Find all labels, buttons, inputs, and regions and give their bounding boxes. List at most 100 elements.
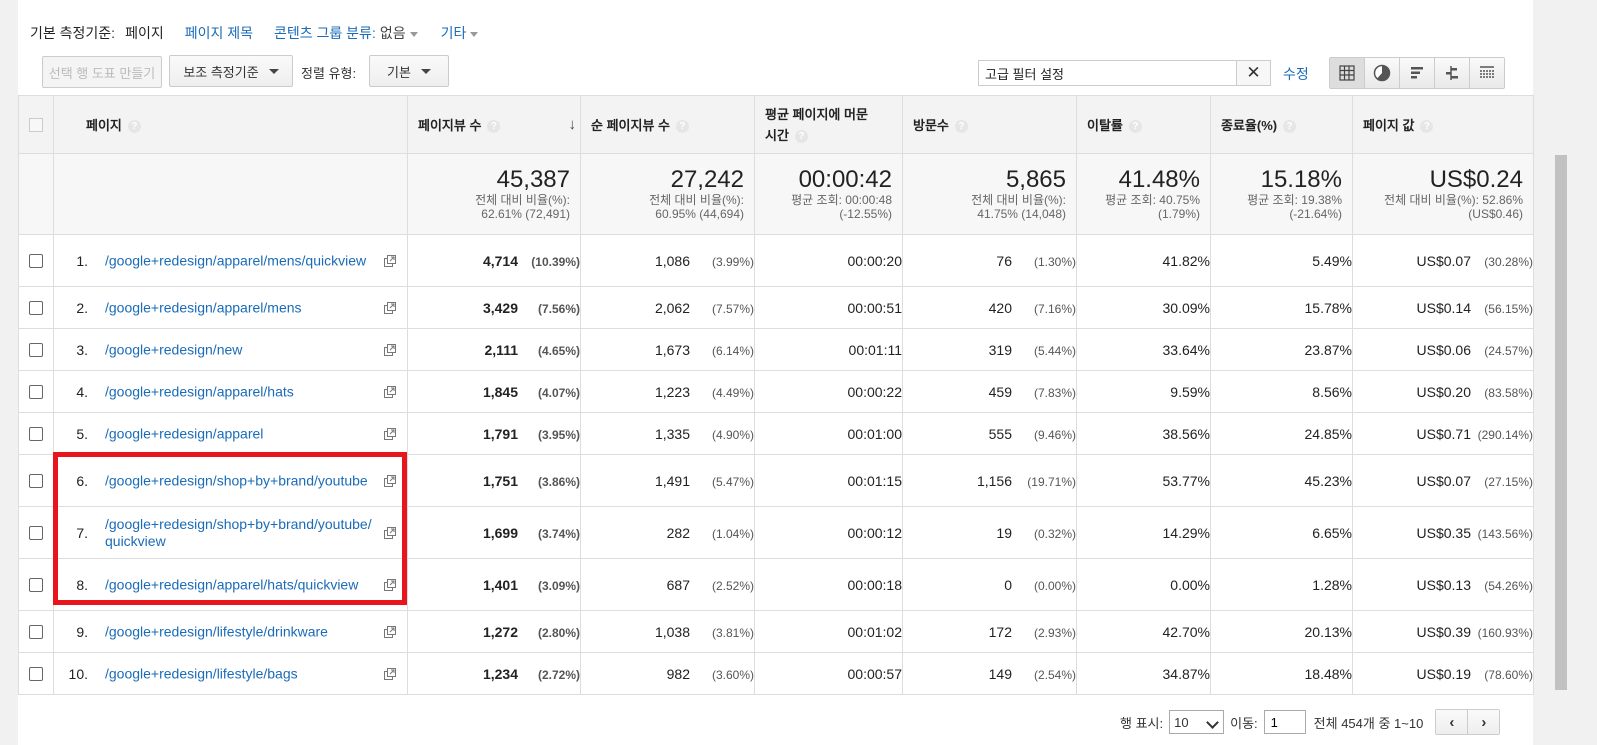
unique-pageviews-cell: 687 (2.52%) [580,558,755,611]
unique-pageviews-value: 982 [666,665,690,682]
row-checkbox[interactable] [29,300,43,315]
header-page-value[interactable]: 페이지 값? [1352,95,1534,154]
next-page-button[interactable]: › [1467,710,1500,734]
help-icon[interactable]: ? [487,120,501,134]
header-pageviews-label: 페이지뷰 수 [418,118,482,133]
total-sub: 평균 조회: 00:00:48 [791,193,892,207]
edit-filter-link[interactable]: 수정 [1283,66,1309,82]
open-external-icon[interactable] [383,578,397,592]
open-external-icon[interactable] [383,343,397,357]
page-link[interactable]: /google+redesign/lifestyle/bags [105,665,298,681]
row-checkbox[interactable] [29,624,43,639]
table-row: 2. /google+redesign/apparel/mens 3,429 (7.5… [18,286,1534,329]
row-checkbox[interactable] [29,342,43,357]
bounce-rate-cell: 53.77% [1076,454,1211,507]
header-exit-rate[interactable]: 종료율(%)? [1210,95,1353,154]
open-external-icon[interactable] [383,301,397,315]
help-icon[interactable]: ? [127,120,141,134]
sort-descending-icon[interactable]: ↓ [568,116,577,133]
unique-pageviews-pct: (3.81%) [711,625,754,640]
open-external-icon[interactable] [383,526,397,540]
header-bounce-rate[interactable]: 이탈률? [1076,95,1211,154]
header-page[interactable]: 페이지? [53,95,408,154]
page-value-pct: (143.56%) [1477,526,1533,541]
scrollbar-thumb[interactable] [1555,155,1567,690]
select-all-cell[interactable] [18,95,54,154]
dimension-other-link[interactable]: 기타 [441,23,479,43]
page-value-pct: (160.93%) [1477,625,1533,640]
pivot-view-icon[interactable] [1469,58,1504,88]
row-select-cell[interactable] [18,286,54,329]
prev-page-button[interactable]: ‹ [1436,710,1468,734]
sort-type-dropdown[interactable]: 기본 [369,55,449,87]
row-select-cell[interactable] [18,454,54,507]
entrances-value: 459 [988,383,1012,400]
row-checkbox[interactable] [29,384,43,399]
header-avg-time[interactable]: 평균 페이지에 머문 시간? [754,95,903,154]
exit-rate-cell: 15.78% [1210,286,1353,329]
row-select-cell[interactable] [18,370,54,413]
row-select-cell[interactable] [18,412,54,455]
row-checkbox[interactable] [29,577,43,592]
page-link[interactable]: /google+redesign/apparel [105,425,264,441]
page-link[interactable]: /google+redesign/apparel/hats/quickview [105,576,359,592]
content-group-value[interactable]: 없음 [380,23,418,43]
comparison-view-icon[interactable] [1434,58,1469,88]
header-pageviews[interactable]: 페이지뷰 수? ↓ [407,95,581,154]
page-link[interactable]: /google+redesign/new [105,341,243,357]
row-select-cell[interactable] [18,234,54,287]
open-external-icon[interactable] [383,385,397,399]
row-select-cell[interactable] [18,506,54,559]
unique-pageviews-cell: 282 (1.04%) [580,506,755,559]
advanced-filter-input[interactable] [978,60,1237,86]
open-external-icon[interactable] [383,667,397,681]
row-select-cell[interactable] [18,610,54,653]
row-select-cell[interactable] [18,652,54,695]
unique-pageviews-value: 1,673 [654,341,690,358]
bounce-rate-cell: 38.56% [1076,412,1211,455]
help-icon[interactable]: ? [675,120,689,134]
bounce-rate-cell: 41.82% [1076,234,1211,287]
help-icon[interactable]: ? [1283,120,1297,134]
row-checkbox[interactable] [29,426,43,441]
pie-view-icon[interactable] [1364,58,1399,88]
clear-filter-icon[interactable]: ✕ [1237,60,1271,86]
header-unique-pageviews[interactable]: 순 페이지뷰 수? [580,95,755,154]
help-icon[interactable]: ? [1420,120,1434,134]
row-select-cell[interactable] [18,328,54,371]
unique-pageviews-pct: (2.52%) [711,578,754,593]
page-link[interactable]: /google+redesign/shop+by+brand/youtube [105,472,368,488]
row-checkbox[interactable] [29,666,43,681]
help-icon[interactable]: ? [794,129,808,143]
select-all-checkbox[interactable] [29,117,43,132]
open-external-icon[interactable] [383,254,397,268]
plot-rows-button[interactable]: 선택 행 도표 만들기 [42,56,162,88]
row-checkbox[interactable] [29,525,43,540]
table-view-icon[interactable] [1330,58,1364,88]
page-link[interactable]: /google+redesign/apparel/mens [105,299,302,315]
entrances-value: 0 [1004,576,1012,593]
open-external-icon[interactable] [383,427,397,441]
content-group-link[interactable]: 콘텐츠 그룹 분류: [274,25,376,41]
dimension-page-title-link[interactable]: 페이지 제목 [184,25,253,41]
unique-pageviews-cell: 2,062 (7.57%) [580,286,755,329]
row-index: 2. [76,299,88,316]
row-checkbox[interactable] [29,253,43,268]
page-link[interactable]: /google+redesign/apparel/mens/quickview [105,252,367,268]
header-entrances[interactable]: 방문수? [902,95,1077,154]
total-sub: 41.75% (14,048) [977,207,1066,221]
row-checkbox[interactable] [29,473,43,488]
help-icon[interactable]: ? [954,120,968,134]
page-link[interactable]: /google+redesign/lifestyle/drinkware [105,623,328,639]
row-select-cell[interactable] [18,558,54,611]
open-external-icon[interactable] [383,474,397,488]
secondary-dimension-button[interactable]: 보조 측정기준 [169,55,293,87]
open-external-icon[interactable] [383,625,397,639]
goto-page-input[interactable] [1263,710,1306,734]
page-link[interactable]: /google+redesign/apparel/hats [105,383,294,399]
entrances-cell: 19 (0.32%) [902,506,1077,559]
rows-per-page-select[interactable]: 10 [1169,710,1225,734]
help-icon[interactable]: ? [1128,120,1142,134]
performance-view-icon[interactable] [1399,58,1434,88]
page-link[interactable]: /google+redesign/shop+by+brand/youtube/q… [105,515,372,549]
